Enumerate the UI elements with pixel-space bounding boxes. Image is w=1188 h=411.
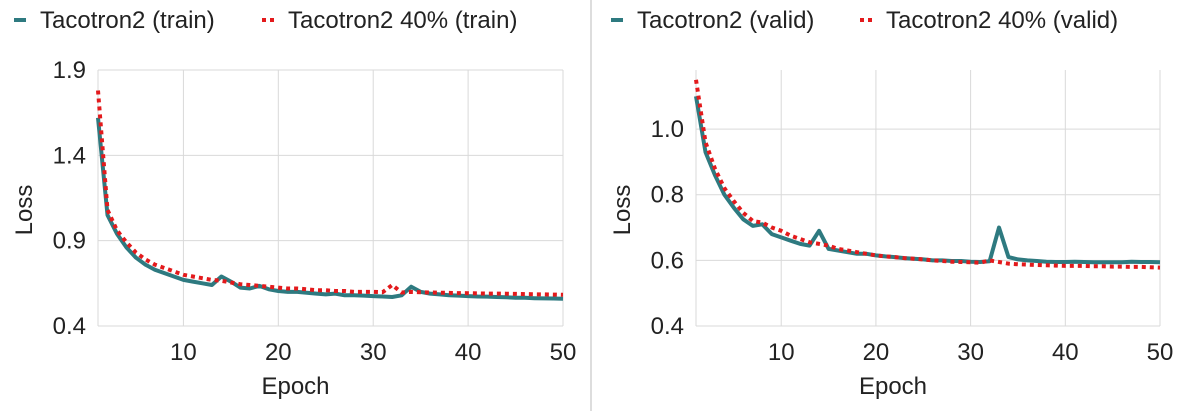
series-line-solid [96, 117, 564, 301]
y-tick-label: 0.9 [53, 228, 86, 255]
x-tick-label: 40 [455, 339, 482, 366]
x-tick-label: 50 [550, 339, 577, 366]
x-tick-label: 30 [360, 339, 387, 366]
x-tick-label: 50 [1147, 339, 1174, 366]
legend-label: Tacotron2 40% (valid) [886, 7, 1118, 34]
valid-loss-chart: 10 20 30 40 50 0.4 0.6 0.8 1.0 Epoch Loss Tacotron2… [609, 7, 1173, 400]
x-tick-label: 10 [768, 339, 795, 366]
series-line-dotted [96, 90, 564, 297]
legend-label: Tacotron2 40% (train) [288, 7, 517, 34]
y-tick-label: 0.4 [53, 313, 86, 340]
train-loss-chart: 10 20 30 40 50 0.4 0.9 1.4 1.9 Epoch Loss Tacotron2… [11, 7, 576, 400]
y-tick-label: 0.4 [651, 313, 684, 340]
x-tick-label: 20 [265, 339, 292, 366]
y-tick-label: 1.4 [53, 142, 86, 169]
series-line-dotted [694, 79, 1161, 270]
x-tick-label: 10 [170, 339, 197, 366]
x-axis-label: Epoch [859, 373, 927, 400]
y-tick-label: 0.6 [651, 247, 684, 274]
x-tick-label: 20 [863, 339, 890, 366]
y-tick-label: 1.9 [53, 57, 86, 84]
x-tick-label: 40 [1052, 339, 1079, 366]
y-axis-label: Loss [609, 185, 636, 236]
y-axis-label: Loss [11, 185, 38, 236]
legend-label: Tacotron2 (train) [40, 7, 215, 34]
x-tick-label: 30 [957, 339, 984, 366]
x-axis-label: Epoch [261, 373, 329, 400]
y-tick-label: 1.0 [651, 116, 684, 143]
series-line-solid [694, 95, 1161, 265]
y-tick-label: 0.8 [651, 182, 684, 209]
legend-label: Tacotron2 (valid) [637, 7, 814, 34]
